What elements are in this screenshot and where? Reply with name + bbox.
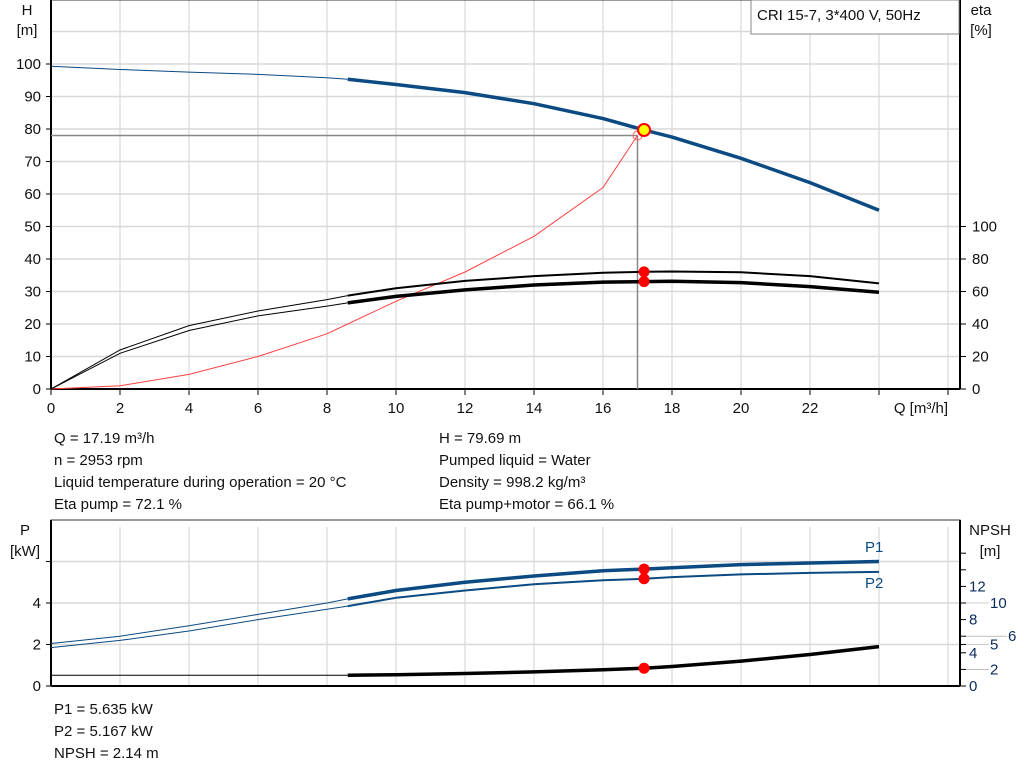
y2-tick-label: 80	[972, 251, 989, 268]
x-tick-label: 16	[595, 400, 612, 417]
info-h: H = 79.69 m	[439, 430, 522, 447]
x-tick-label: 8	[323, 400, 331, 417]
info-temp: Liquid temperature during operation = 20…	[54, 474, 347, 491]
eta-pump-curve-line-extrapolated	[50, 295, 348, 390]
npsh-tick-label: 0	[969, 678, 977, 695]
y-tick-label: 20	[24, 316, 41, 333]
info-liquid: Pumped liquid = Water	[439, 452, 591, 469]
npsh-tick-label: 12	[969, 578, 986, 595]
p1-curve-line-extrapolated	[50, 598, 348, 644]
p-tick-label: 0	[33, 678, 41, 695]
y-tick-label: 90	[24, 89, 41, 106]
system-curve-line	[50, 135, 638, 390]
info-left: Q = 17.19 m³/h n = 2953 rpm Liquid tempe…	[54, 428, 346, 516]
p2-label: P2	[865, 575, 883, 592]
title-box	[750, 0, 960, 35]
y-tick-label: 60	[24, 186, 41, 203]
npsh-tick-label: 6	[1008, 628, 1016, 645]
y-tick-label: 50	[24, 219, 41, 236]
npsh-duty-marker	[638, 662, 650, 674]
info-right: H = 79.69 m Pumped liquid = Water Densit…	[439, 428, 614, 516]
y2-tick-label: 0	[972, 381, 980, 398]
x-axis-label: Q [m³/h]	[894, 400, 948, 417]
info-eta-pump-motor: Eta pump+motor = 66.1 %	[439, 496, 615, 513]
npsh-axis-unit: [m]	[980, 543, 1001, 560]
eta-pump-motor-curve-line-extrapolated	[50, 302, 348, 390]
y2-axis-label: eta	[971, 2, 993, 19]
y-axis-unit: [m]	[17, 22, 38, 39]
p2-duty-marker	[638, 573, 650, 585]
npsh-axis-label: NPSH	[969, 522, 1011, 539]
x-tick-label: 12	[457, 400, 474, 417]
p-axis-unit: [kW]	[10, 543, 40, 560]
info-speed: n = 2953 rpm	[54, 452, 143, 469]
npsh-tick-label: 5	[990, 637, 998, 654]
y2-tick-label: 20	[972, 349, 989, 366]
info-density: Density = 998.2 kg/m³	[439, 474, 586, 491]
x-tick-label: 2	[116, 400, 124, 417]
info-q: Q = 17.19 m³/h	[54, 430, 155, 447]
y-tick-label: 100	[16, 56, 41, 73]
y-tick-label: 0	[33, 381, 41, 398]
p-tick-label: 2	[33, 637, 41, 654]
info-p2: P2 = 5.167 kW	[54, 723, 153, 740]
y2-tick-label: 60	[972, 284, 989, 301]
eta-pump-motor-duty-marker	[638, 276, 650, 288]
chart-title: CRI 15-7, 3*400 V, 50Hz	[757, 7, 921, 24]
x-tick-label: 10	[388, 400, 405, 417]
y-tick-label: 80	[24, 121, 41, 138]
head-curve-line-extrapolated	[50, 65, 348, 80]
y-axis-label: H	[22, 2, 33, 19]
npsh-tick-label: 10	[990, 595, 1007, 612]
info-bottom: P1 = 5.635 kW P2 = 5.167 kW NPSH = 2.14 …	[54, 699, 159, 765]
y-tick-label: 70	[24, 154, 41, 171]
p1-duty-marker	[638, 563, 650, 575]
y-tick-label: 10	[24, 349, 41, 366]
p2-curve-line-extrapolated	[50, 605, 348, 649]
y2-tick-label: 100	[972, 219, 997, 236]
eta-pump-curve-line	[347, 270, 880, 297]
p1-label: P1	[865, 539, 883, 556]
p-tick-label: 4	[33, 595, 41, 612]
npsh-tick-label: 4	[969, 645, 977, 662]
x-tick-label: 0	[47, 400, 55, 417]
y2-tick-label: 40	[972, 316, 989, 333]
eta-pump-motor-curve-line	[347, 279, 880, 305]
x-tick-label: 20	[733, 400, 750, 417]
x-tick-label: 22	[802, 400, 819, 417]
info-eta-pump: Eta pump = 72.1 %	[54, 496, 182, 513]
p-axis-label: P	[20, 522, 30, 539]
npsh-tick-label: 8	[969, 612, 977, 629]
head-curve-line	[347, 77, 880, 212]
eta-pump-duty-marker	[638, 266, 650, 278]
x-tick-label: 6	[254, 400, 262, 417]
duty-point-marker	[637, 123, 652, 138]
npsh-tick-label: 2	[990, 661, 998, 678]
p1-curve-line	[347, 559, 880, 601]
x-tick-label: 4	[185, 400, 193, 417]
x-tick-label: 14	[526, 400, 543, 417]
y-tick-label: 40	[24, 251, 41, 268]
x-tick-label: 18	[664, 400, 681, 417]
info-p1: P1 = 5.635 kW	[54, 701, 153, 718]
y2-axis-unit: [%]	[970, 22, 992, 39]
info-npsh: NPSH = 2.14 m	[54, 745, 159, 762]
y-tick-label: 30	[24, 284, 41, 301]
npsh-curve-line	[347, 644, 880, 677]
p2-curve-line	[347, 570, 880, 608]
